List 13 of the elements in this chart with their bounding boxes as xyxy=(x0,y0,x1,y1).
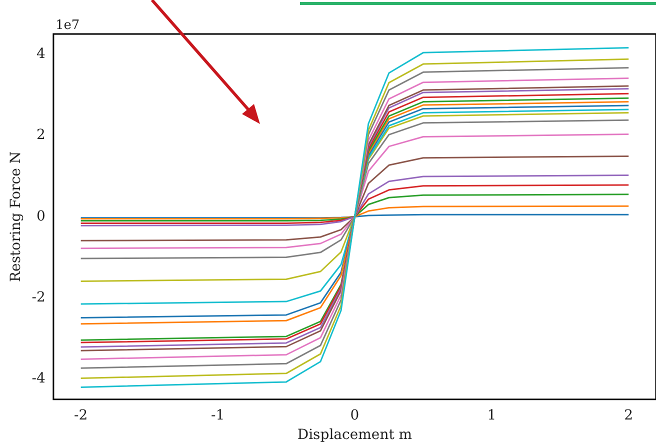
x-tick-label: -1 xyxy=(210,407,225,424)
y-tick-label: -4 xyxy=(32,370,46,387)
y-tick-label: 4 xyxy=(36,46,46,62)
y-tick-label: 0 xyxy=(36,208,46,224)
x-tick-label: 1 xyxy=(487,407,496,424)
x-axis-title: Displacement m xyxy=(297,427,412,444)
y-tick-label: 2 xyxy=(36,127,46,144)
y-axis-title: Restoring Force N xyxy=(8,151,24,282)
x-tick-label: 2 xyxy=(624,407,634,424)
x-tick-label: 0 xyxy=(350,407,360,424)
x-tick-label: -2 xyxy=(74,407,88,424)
text: 1e7 xyxy=(55,18,80,33)
y-tick-label: -2 xyxy=(32,290,46,306)
